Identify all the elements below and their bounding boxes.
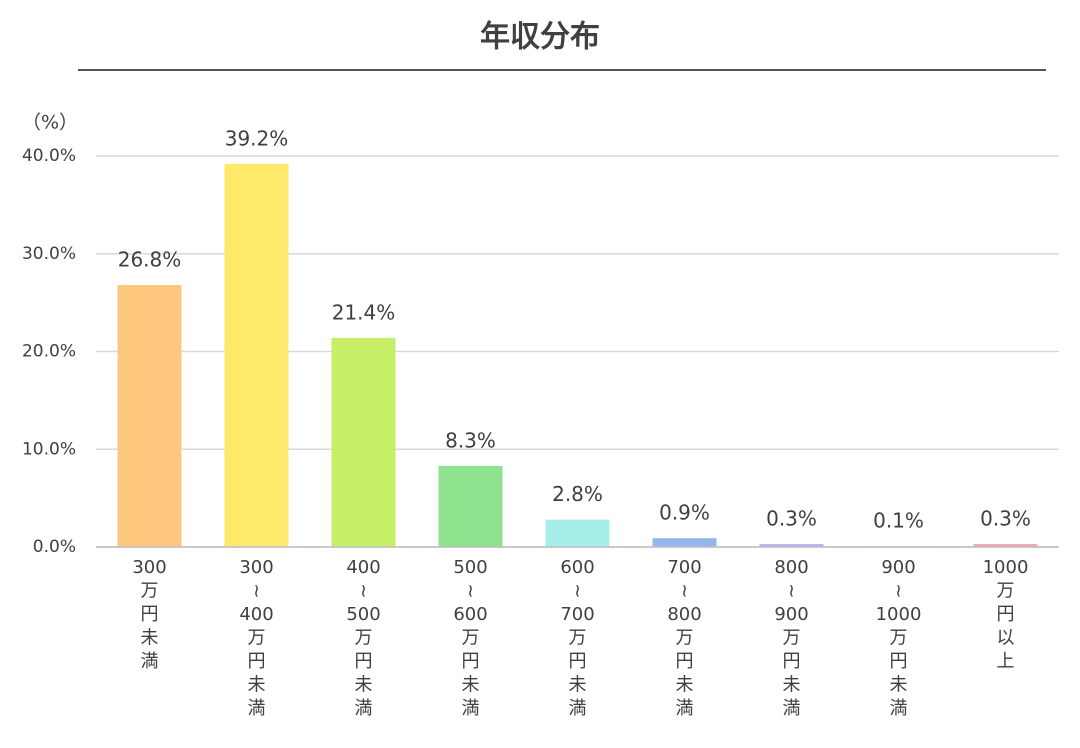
x-tick-label: 円	[462, 651, 480, 672]
bar	[545, 519, 610, 547]
bar	[652, 538, 717, 547]
x-tick-label: 円	[783, 651, 801, 672]
x-tick-label: 500	[453, 557, 487, 578]
x-tick-label: 300	[239, 557, 273, 578]
x-tick-label: 500	[346, 604, 380, 625]
x-tick-label: 満	[783, 698, 801, 719]
y-tick-label: 40.0%	[22, 146, 76, 166]
x-tick-label: 満	[569, 698, 587, 719]
x-tick-label: ≀	[360, 581, 367, 602]
x-tick-label: 円	[141, 604, 159, 625]
x-tick-label: 未	[355, 675, 373, 696]
x-tick-label: 万	[462, 628, 480, 649]
x-tick-label: 未	[676, 675, 694, 696]
value-label: 0.3%	[980, 507, 1031, 531]
bar	[331, 337, 396, 547]
y-tick-label: 20.0%	[22, 342, 76, 362]
bar	[759, 544, 824, 547]
x-tick-label: 満	[462, 698, 480, 719]
value-label: 26.8%	[118, 248, 182, 272]
x-tick-label: 1000	[983, 557, 1029, 578]
x-tick-label: 円	[676, 651, 694, 672]
x-tick-label: 満	[890, 698, 908, 719]
y-axis-label: （%）	[22, 112, 78, 134]
x-tick-label: 400	[346, 557, 380, 578]
x-tick-label: 700	[560, 604, 594, 625]
x-tick-label: 万	[997, 581, 1015, 602]
x-tick-label: 円	[890, 651, 908, 672]
value-label: 0.9%	[659, 501, 710, 525]
x-tick-label: ≀	[574, 581, 581, 602]
x-tick-label: 未	[890, 675, 908, 696]
x-tick-label: 800	[667, 604, 701, 625]
value-label: 39.2%	[225, 126, 289, 150]
x-tick-label: 満	[355, 698, 373, 719]
y-tick-label: 30.0%	[22, 244, 76, 264]
x-tick-label: 満	[248, 698, 266, 719]
x-tick-label: 未	[462, 675, 480, 696]
x-tick-label: 万	[569, 628, 587, 649]
x-tick-label: 600	[560, 557, 594, 578]
x-tick-label: 300	[132, 557, 166, 578]
x-tick-label: ≀	[467, 581, 474, 602]
x-tick-label: 円	[248, 651, 266, 672]
x-tick-label: 700	[667, 557, 701, 578]
bar	[973, 544, 1038, 547]
value-label: 0.3%	[766, 507, 817, 531]
x-tick-label: ≀	[895, 581, 902, 602]
value-label: 8.3%	[445, 428, 496, 452]
x-tick-label: 900	[774, 604, 808, 625]
x-tick-label: 万	[783, 628, 801, 649]
x-tick-label: 600	[453, 604, 487, 625]
x-tick-label: 未	[569, 675, 587, 696]
x-tick-label: 円	[997, 604, 1015, 625]
x-tick-label: 満	[141, 651, 159, 672]
x-tick-label: 万	[676, 628, 694, 649]
y-tick-label: 0.0%	[33, 537, 76, 557]
x-tick-label: 1000	[876, 604, 922, 625]
x-tick-label: ≀	[253, 581, 260, 602]
x-tick-label: 万	[355, 628, 373, 649]
x-tick-label: 万	[890, 628, 908, 649]
x-tick-label: 以	[997, 628, 1015, 649]
x-tick-label: 万	[141, 581, 159, 602]
x-tick-label: 円	[355, 651, 373, 672]
y-tick-label: 10.0%	[22, 439, 76, 459]
chart-title: 年収分布	[480, 20, 600, 55]
bar	[438, 465, 503, 547]
x-tick-label: 未	[248, 675, 266, 696]
x-tick-label: 満	[676, 698, 694, 719]
x-tick-label: 未	[141, 628, 159, 649]
value-label: 0.1%	[873, 509, 924, 533]
x-tick-label: ≀	[681, 581, 688, 602]
x-tick-label: 800	[774, 557, 808, 578]
value-label: 21.4%	[332, 300, 396, 324]
x-tick-label: ≀	[788, 581, 795, 602]
value-label: 2.8%	[552, 482, 603, 506]
x-tick-label: 上	[997, 651, 1015, 672]
bar	[117, 285, 182, 547]
bar	[224, 163, 289, 547]
x-tick-label: 万	[248, 628, 266, 649]
x-tick-label: 円	[569, 651, 587, 672]
x-tick-label: 未	[783, 675, 801, 696]
x-tick-label: 400	[239, 604, 273, 625]
x-tick-label: 900	[881, 557, 915, 578]
